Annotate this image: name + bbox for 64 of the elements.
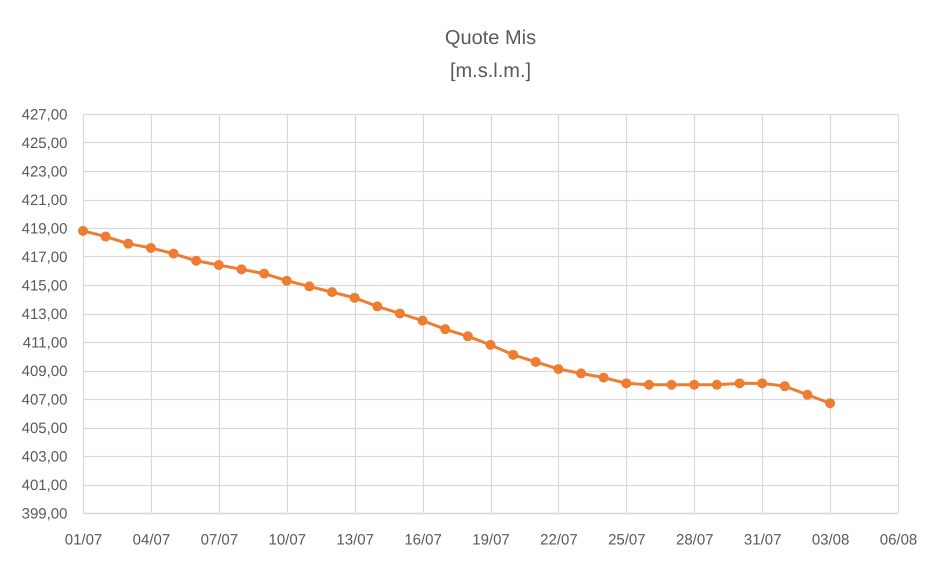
y-tick-label: 421,00 [22,192,68,209]
point [576,368,586,378]
x-tick-label: 03/08 [812,532,850,548]
point [621,378,632,388]
point [372,301,382,312]
point [666,380,677,390]
point [802,390,812,400]
x-tick-label: 25/07 [608,532,646,548]
x-tick-label: 19/07 [472,532,510,548]
point [508,350,518,360]
point [236,264,246,274]
point [712,380,722,390]
x-tick-label: 06/08 [880,532,918,548]
y-tick-label: 411,00 [22,334,68,352]
point [825,398,836,408]
x-tick-label: 13/07 [336,532,374,548]
x-tick-label: 16/07 [404,532,442,548]
chart-subtitle: [m.s.l.m.] [450,60,532,82]
point [191,256,202,266]
point [282,276,292,286]
y-tick-label: 403,00 [22,448,68,466]
x-tick-label: 31/07 [744,532,782,548]
point [78,226,88,236]
point [100,232,111,242]
y-tick-label: 401,00 [22,477,68,494]
y-tick-label: 417,00 [22,249,68,266]
y-tick-label: 415,00 [22,278,68,294]
point [598,372,609,383]
point [259,268,270,279]
point [214,260,224,270]
point [146,242,156,253]
chart-title: Quote Mis [444,27,536,49]
y-tick-label: 419,00 [22,220,68,238]
point [440,324,450,334]
point [530,356,541,367]
point [123,238,134,249]
y-tick-label: 425,00 [22,135,68,152]
point [327,287,338,298]
y-tick-label: 399,00 [22,506,68,522]
y-tick-label: 413,00 [22,306,68,323]
point [734,378,745,388]
y-tick-label: 407,00 [22,392,68,408]
x-tick-label: 07/07 [200,532,238,548]
point [689,380,700,390]
point [486,340,496,350]
y-tick-label: 405,00 [22,420,68,437]
x-tick-label: 10/07 [268,532,306,548]
point [418,316,428,326]
point [757,378,768,388]
y-tick-label: 427,00 [22,106,68,124]
y-tick-label: 423,00 [22,164,68,180]
point [304,281,314,292]
point [168,248,179,259]
point [350,292,360,303]
x-tick-label: 28/07 [676,532,714,548]
y-tick-label: 409,00 [22,363,68,380]
point [462,331,473,342]
x-tick-label: 01/07 [64,532,102,548]
point [644,380,654,390]
point [553,364,564,374]
x-tick-label: 22/07 [540,532,578,548]
point [394,308,405,318]
x-tick-label: 04/07 [132,532,170,548]
point [780,381,790,392]
